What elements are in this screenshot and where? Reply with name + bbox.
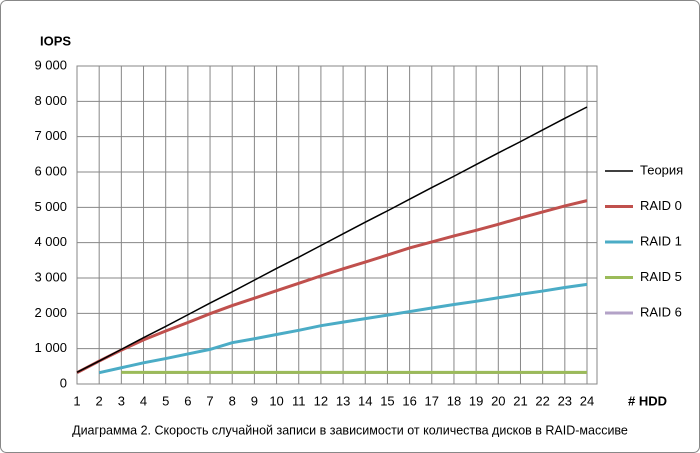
y-tick-label: 4 000 (34, 234, 67, 249)
x-tick-label: 24 (580, 393, 594, 408)
legend-label: RAID 0 (640, 198, 682, 213)
y-tick-label: 7 000 (34, 128, 67, 143)
x-tick-label: 22 (535, 393, 549, 408)
y-axis-label: IOPS (40, 33, 71, 48)
x-tick-label: 3 (118, 393, 125, 408)
x-tick-label: 17 (425, 393, 439, 408)
x-tick-label: 13 (336, 393, 350, 408)
y-tick-label: 5 000 (34, 199, 67, 214)
legend-label: RAID 1 (640, 233, 682, 248)
legend-label: RAID 5 (640, 269, 682, 284)
x-tick-label: 21 (513, 393, 527, 408)
x-tick-label: 18 (447, 393, 461, 408)
x-tick-label: 15 (380, 393, 394, 408)
x-axis-label: # HDD (628, 393, 667, 408)
y-tick-label: 3 000 (34, 269, 67, 284)
x-tick-label: 8 (229, 393, 236, 408)
y-tick-label: 2 000 (34, 305, 67, 320)
y-tick-label: 9 000 (34, 57, 67, 72)
x-tick-label: 5 (162, 393, 169, 408)
y-tick-label: 1 000 (34, 340, 67, 355)
series-line (76, 106, 588, 374)
series-line (76, 199, 588, 375)
x-tick-label: 7 (206, 393, 213, 408)
x-tick-label: 16 (402, 393, 416, 408)
x-tick-label: 9 (251, 393, 258, 408)
x-tick-label: 11 (292, 393, 306, 408)
x-tick-label: 14 (358, 393, 372, 408)
x-tick-label: 4 (140, 393, 147, 408)
x-tick-label: 19 (469, 393, 483, 408)
legend-label: Теория (640, 162, 683, 177)
x-tick-label: 2 (96, 393, 103, 408)
x-tick-label: 10 (269, 393, 283, 408)
y-tick-label: 6 000 (34, 163, 67, 178)
x-tick-label: 20 (491, 393, 505, 408)
y-tick-label: 8 000 (34, 93, 67, 108)
x-tick-label: 6 (184, 393, 191, 408)
x-tick-label: 23 (558, 393, 572, 408)
x-tick-label: 1 (73, 393, 80, 408)
series-line (98, 282, 588, 375)
legend-label: RAID 6 (640, 304, 682, 319)
y-tick-label: 0 (60, 375, 67, 390)
x-tick-label: 12 (314, 393, 328, 408)
caption: Диаграмма 2. Скорость случайной записи в… (72, 423, 628, 437)
